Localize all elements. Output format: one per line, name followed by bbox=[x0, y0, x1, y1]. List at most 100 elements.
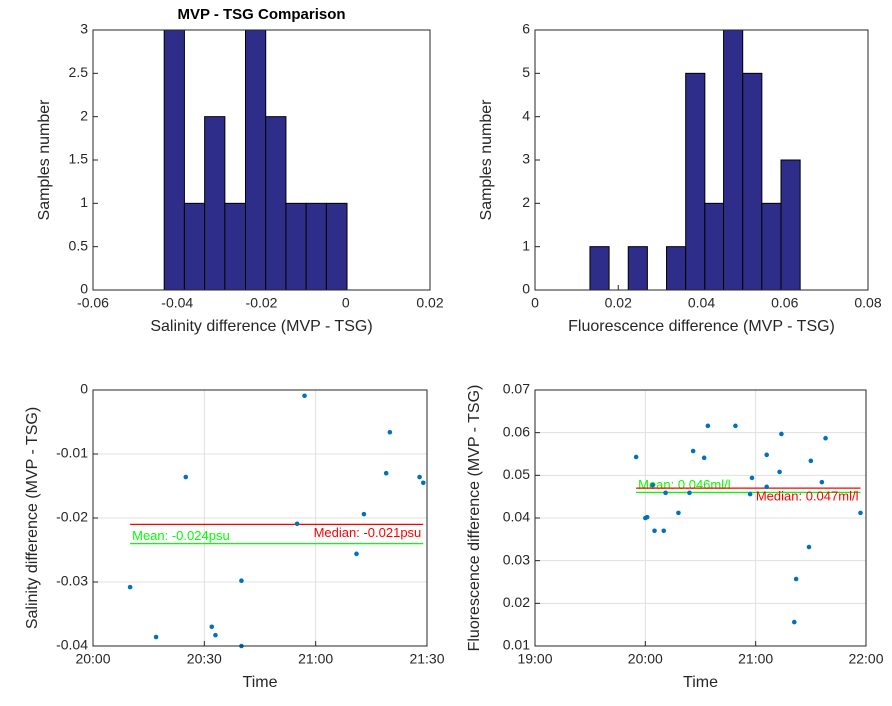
histogram-bar bbox=[723, 29, 744, 291]
x-axis-label: Time bbox=[683, 674, 718, 691]
scatter-point bbox=[705, 423, 711, 429]
scatter-point bbox=[361, 511, 367, 517]
y-tick-label: 0.04 bbox=[503, 509, 530, 525]
histogram-bar bbox=[704, 202, 725, 291]
x-tick-label: 0.08 bbox=[854, 295, 881, 311]
scatter-point bbox=[127, 584, 133, 590]
y-tick-label: 1.5 bbox=[69, 151, 89, 167]
y-tick-label: 0.02 bbox=[503, 594, 530, 610]
x-tick-label: -0.02 bbox=[246, 295, 278, 311]
scatter-point bbox=[383, 470, 389, 476]
x-tick-label: -0.06 bbox=[77, 295, 109, 311]
scatter-point bbox=[733, 423, 738, 429]
scatter-point bbox=[777, 469, 782, 475]
x-tick-label: 20:00 bbox=[628, 651, 663, 667]
scatter-point bbox=[661, 528, 667, 534]
x-tick-label: 0 bbox=[531, 295, 539, 311]
y-tick-label: 2 bbox=[522, 194, 530, 210]
scatter-point bbox=[819, 479, 825, 485]
histogram-bar bbox=[285, 202, 307, 291]
chart-title: MVP - TSG Comparison bbox=[177, 6, 345, 23]
y-tick-label: 0.07 bbox=[503, 381, 530, 397]
scatter-point bbox=[779, 431, 784, 437]
scatter-point bbox=[823, 435, 828, 441]
scatter-point bbox=[650, 482, 655, 488]
x-axis-label: Time bbox=[243, 674, 278, 691]
scatter-point bbox=[690, 448, 696, 454]
x-tick-label: 22:00 bbox=[848, 651, 883, 667]
scatter-point bbox=[663, 490, 668, 496]
x-tick-label: 21:30 bbox=[409, 651, 444, 667]
reference-label: Median: 0.047ml/l bbox=[756, 489, 859, 504]
scatter-point bbox=[644, 514, 650, 520]
y-axis-label: Samples number bbox=[36, 99, 53, 221]
x-axis-label: Salinity difference (MVP - TSG) bbox=[150, 318, 372, 335]
histogram-bar bbox=[325, 202, 348, 291]
scatter-point bbox=[793, 576, 799, 582]
y-tick-label: 2 bbox=[80, 107, 88, 123]
scatter-point bbox=[652, 528, 657, 534]
scatter-point bbox=[764, 452, 769, 458]
histogram-bar bbox=[244, 29, 267, 291]
axes-box bbox=[534, 389, 867, 647]
histogram-bar bbox=[224, 202, 246, 291]
scatter-point bbox=[183, 474, 189, 480]
scatter-point bbox=[420, 480, 426, 486]
scatter-point bbox=[302, 393, 307, 399]
reference-label: Mean: -0.024psu bbox=[132, 528, 230, 543]
histogram-bar bbox=[204, 116, 226, 291]
x-tick-label: 0.06 bbox=[771, 295, 798, 311]
scatter-point bbox=[417, 474, 422, 480]
histogram-bar bbox=[305, 202, 327, 291]
y-tick-label: -0.01 bbox=[56, 445, 88, 461]
scatter-point bbox=[387, 429, 393, 435]
scatter-point bbox=[858, 510, 863, 516]
scatter-point bbox=[294, 521, 300, 527]
y-tick-label: 0.06 bbox=[503, 423, 530, 439]
y-tick-label: 3 bbox=[80, 21, 88, 37]
x-tick-label: 20:00 bbox=[75, 651, 110, 667]
y-tick-label: -0.02 bbox=[56, 509, 88, 525]
histogram-bar bbox=[742, 72, 763, 291]
scatter-point bbox=[239, 578, 244, 584]
scatter-point bbox=[701, 455, 707, 461]
x-tick-label: 0.04 bbox=[688, 295, 715, 311]
scatter-point bbox=[764, 484, 769, 490]
histogram-bar bbox=[183, 202, 206, 291]
histogram-bar bbox=[666, 246, 687, 291]
axes: 20:00 20:30 21:00 21:30 -0.04 -0.03 -0.02 -0.01… bbox=[24, 381, 445, 692]
y-tick-label: 0.5 bbox=[69, 237, 89, 253]
x-tick-label: 21:00 bbox=[298, 651, 333, 667]
x-axis-label: Fluorescence difference (MVP - TSG) bbox=[568, 318, 835, 335]
y-tick-label: 4 bbox=[522, 107, 530, 123]
histogram-bar bbox=[761, 202, 782, 291]
x-tick-label: 20:30 bbox=[187, 651, 222, 667]
scatter-point bbox=[806, 544, 812, 550]
scatter-point bbox=[213, 632, 218, 638]
histogram-bar bbox=[685, 72, 706, 291]
axes: 0 0.02 0.04 0.06 0.08 0 1 2 3 4 5 6 Fluorescence dif… bbox=[478, 21, 882, 336]
x-tick-label: -0.04 bbox=[161, 295, 193, 311]
scatter-point bbox=[749, 475, 755, 481]
x-tick-label: 21:00 bbox=[738, 651, 773, 667]
y-tick-label: 6 bbox=[522, 21, 530, 37]
y-tick-label: 0 bbox=[80, 281, 88, 297]
y-tick-label: -0.04 bbox=[56, 637, 88, 653]
histogram-bar bbox=[589, 246, 610, 291]
histogram-bar bbox=[265, 116, 287, 291]
axes: -0.06 -0.04 -0.02 0 0.02 0 0.5 1 1.5 2 2.5 3 Salinit… bbox=[36, 6, 444, 335]
y-tick-label: 2.5 bbox=[69, 64, 89, 80]
scatter-point bbox=[153, 634, 159, 640]
scatter-point bbox=[354, 551, 359, 557]
y-tick-label: 1 bbox=[80, 194, 88, 210]
axes: 19:00 20:00 21:00 22:00 0.01 0.02 0.03 0.04 0.05… bbox=[466, 381, 884, 692]
y-tick-label: 0 bbox=[80, 381, 88, 397]
scatter-point bbox=[747, 491, 753, 497]
x-tick-label: 0.02 bbox=[416, 295, 443, 311]
histogram-bar bbox=[780, 159, 801, 291]
scatter-point bbox=[687, 490, 692, 496]
y-tick-label: 0.01 bbox=[503, 637, 530, 653]
y-tick-label: 0.03 bbox=[503, 551, 530, 567]
scatter-point bbox=[808, 458, 814, 464]
